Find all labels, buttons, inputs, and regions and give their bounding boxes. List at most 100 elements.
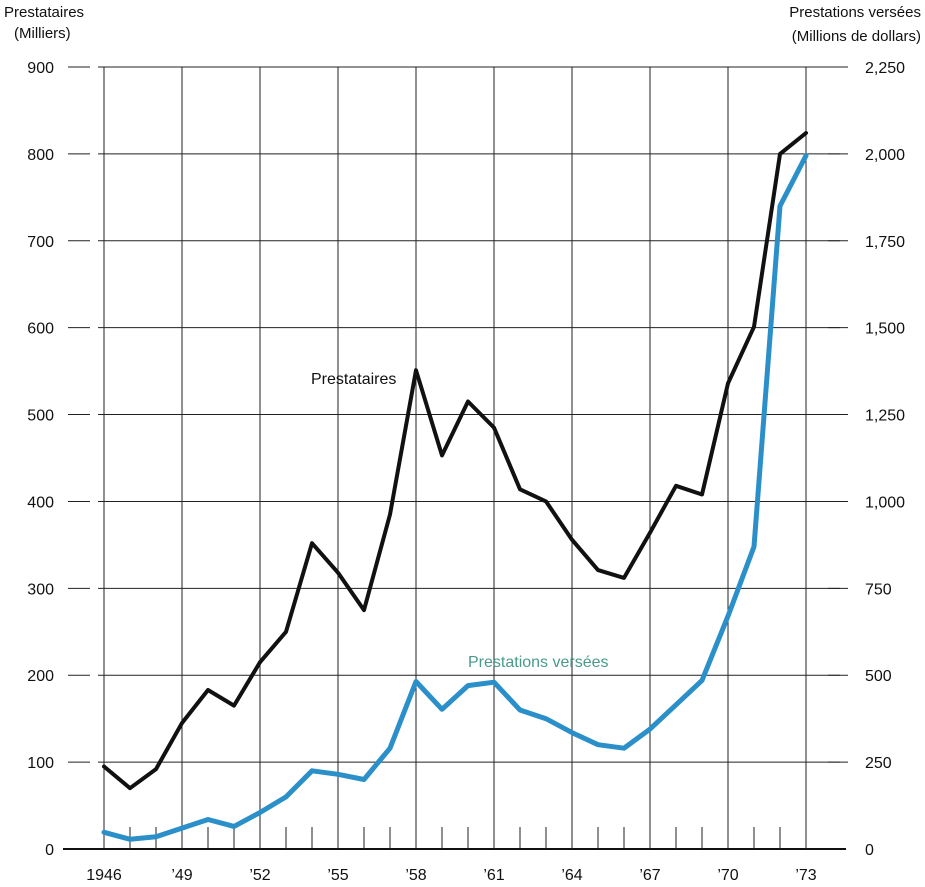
right-tick-label-0: 0	[865, 842, 874, 859]
series-1-point-1969	[700, 678, 704, 682]
right-tick-label-5: 1,250	[865, 408, 905, 425]
series-1-point-1959	[440, 707, 444, 711]
right-tick-label-4: 1,000	[865, 494, 905, 511]
series-0-point-1967	[648, 531, 652, 535]
series-label-prestations: Prestations versées	[468, 654, 609, 671]
series-1-point-1961	[492, 680, 496, 684]
series-0-point-1969	[700, 492, 704, 496]
x-tick-label-3: ’55	[327, 867, 348, 884]
series-1-point-1951	[232, 824, 236, 828]
series-0-point-1966	[622, 576, 626, 580]
right-tick-label-3: 750	[865, 581, 892, 598]
series-0-point-1958	[414, 368, 418, 372]
series-0-point-1947	[128, 786, 132, 790]
series-1-point-1957	[388, 746, 392, 750]
left-axis-subtitle: (Milliers)	[14, 25, 71, 42]
series-0-point-1955	[336, 571, 340, 575]
series-0-point-1968	[674, 484, 678, 488]
series-1-point-1952	[258, 811, 262, 815]
series-1-point-1965	[596, 743, 600, 747]
series-0-point-1957	[388, 512, 392, 516]
x-tick-label-2: ’52	[249, 867, 270, 884]
right-tick-label-6: 1,500	[865, 321, 905, 338]
right-tick-label-9: 2,250	[865, 60, 905, 77]
right-axis-subtitle: (Millions de dollars)	[792, 28, 921, 45]
series-0-point-1960	[466, 400, 470, 404]
x-tick-label-1: ’49	[171, 867, 192, 884]
series-1-point-1968	[674, 703, 678, 707]
right-tick-label-2: 500	[865, 668, 892, 685]
series-0-point-1950	[206, 688, 210, 692]
series-1-point-1953	[284, 795, 288, 799]
series-1-point-1971	[752, 545, 756, 549]
left-tick-label-1: 100	[27, 755, 54, 772]
series-1-point-1967	[648, 727, 652, 731]
series-1-point-1970	[726, 614, 730, 618]
series-1-point-1973	[804, 154, 808, 158]
left-tick-label-7: 700	[27, 234, 54, 251]
series-line-1	[101, 153, 809, 842]
left-tick-label-8: 800	[27, 147, 54, 164]
right-axis: 0 250 500 750 1,000 1,250 1,500 1,750 2,000 2,250	[828, 60, 905, 859]
x-tick-label-8: ’70	[717, 867, 738, 884]
series-0-point-1948	[154, 767, 158, 771]
x-tick-label-5: ’61	[483, 867, 504, 884]
left-tick-label-6: 600	[27, 321, 54, 338]
series-0-point-1961	[492, 426, 496, 430]
series-1-point-1962	[518, 708, 522, 712]
series-1-point-1950	[206, 817, 210, 821]
series-0-point-1973	[804, 131, 808, 135]
series-1-point-1966	[622, 746, 626, 750]
series-0-point-1954	[310, 541, 314, 545]
left-tick-label-5: 500	[27, 408, 54, 425]
left-tick-label-9: 900	[27, 60, 54, 77]
series-0-point-1946	[102, 764, 106, 768]
series-1-point-1955	[336, 772, 340, 776]
right-tick-label-7: 1,750	[865, 234, 905, 251]
series-1-point-1949	[180, 826, 184, 830]
series-0-point-1970	[726, 381, 730, 385]
series-1-point-1947	[128, 837, 132, 841]
left-tick-label-3: 300	[27, 581, 54, 598]
grid-lines	[63, 66, 846, 850]
series-1-point-1972	[778, 204, 782, 208]
right-axis-title: Prestations versées	[789, 4, 921, 21]
series-1-point-1963	[544, 717, 548, 721]
series-1-point-1960	[466, 684, 470, 688]
x-axis: 1946 ’49 ’52 ’55 ’58 ’61 ’64 ’67 ’70 ’73	[86, 867, 817, 884]
x-tick-label-7: ’67	[639, 867, 660, 884]
x-tick-label-9: ’73	[795, 867, 816, 884]
series-lines	[101, 131, 809, 842]
x-tick-label-6: ’64	[561, 867, 582, 884]
series-1-point-1964	[570, 731, 574, 735]
series-0-point-1959	[440, 453, 444, 457]
left-tick-label-0: 0	[45, 842, 54, 859]
series-0-point-1962	[518, 487, 522, 491]
x-tick-label-4: ’58	[405, 867, 426, 884]
left-tick-label-2: 200	[27, 668, 54, 685]
series-0-point-1971	[752, 325, 756, 329]
right-tick-label-1: 250	[865, 755, 892, 772]
series-line-0	[102, 131, 808, 791]
series-0-point-1953	[284, 630, 288, 634]
series-1-point-1948	[154, 835, 158, 839]
left-tick-label-4: 400	[27, 494, 54, 511]
series-0-point-1963	[544, 499, 548, 503]
series-0-point-1972	[778, 152, 782, 156]
series-0-point-1956	[362, 608, 366, 612]
series-1-point-1958	[414, 679, 418, 683]
x-tick-label-0: 1946	[86, 867, 122, 884]
series-0-point-1949	[180, 721, 184, 725]
series-1-point-1946	[102, 830, 106, 834]
left-axis-title: Prestataires	[4, 4, 84, 21]
series-0-point-1951	[232, 704, 236, 708]
series-1-point-1954	[310, 769, 314, 773]
right-tick-label-8: 2,000	[865, 147, 905, 164]
left-axis: 0 100 200 300 400 500 600 700 800 900	[27, 60, 90, 859]
series-label-prestataires: Prestataires	[311, 371, 396, 388]
series-0-point-1965	[596, 568, 600, 572]
series-0-point-1952	[258, 660, 262, 664]
series-0-point-1964	[570, 538, 574, 542]
series-1-point-1956	[362, 777, 366, 781]
